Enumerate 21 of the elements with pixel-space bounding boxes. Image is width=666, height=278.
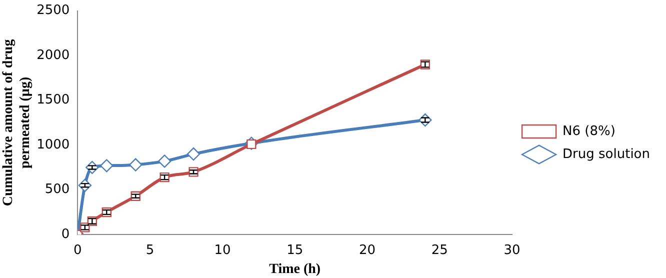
point: [158, 154, 172, 168]
y-tick-label: 1500: [36, 92, 70, 108]
y-tick-label: 2500: [36, 3, 70, 18]
legend-label: Drug solution: [562, 146, 650, 162]
y-tick-label: 500: [44, 182, 70, 198]
y-tick-label: 0: [61, 226, 70, 242]
y-tick-label: 2000: [36, 48, 70, 63]
point: [100, 159, 114, 172]
point: [129, 158, 142, 172]
legend-label: N6 (8%): [562, 124, 616, 139]
x-axis-title: Time (h): [269, 262, 321, 278]
x-tick-label: 30: [504, 242, 520, 258]
point: [186, 147, 200, 161]
y-tick-label: 1000: [36, 137, 70, 152]
x-tick-label: 0: [74, 242, 82, 258]
x-tick-label: 20: [358, 242, 376, 258]
x-tick-label: 15: [286, 242, 304, 258]
x-tick-label: 5: [146, 242, 154, 258]
x-tick-label: 10: [214, 242, 231, 258]
x-tick-label: 25: [431, 242, 448, 258]
y-axis-title: Cumulative amount of drug permeated (µg): [1, 39, 33, 206]
